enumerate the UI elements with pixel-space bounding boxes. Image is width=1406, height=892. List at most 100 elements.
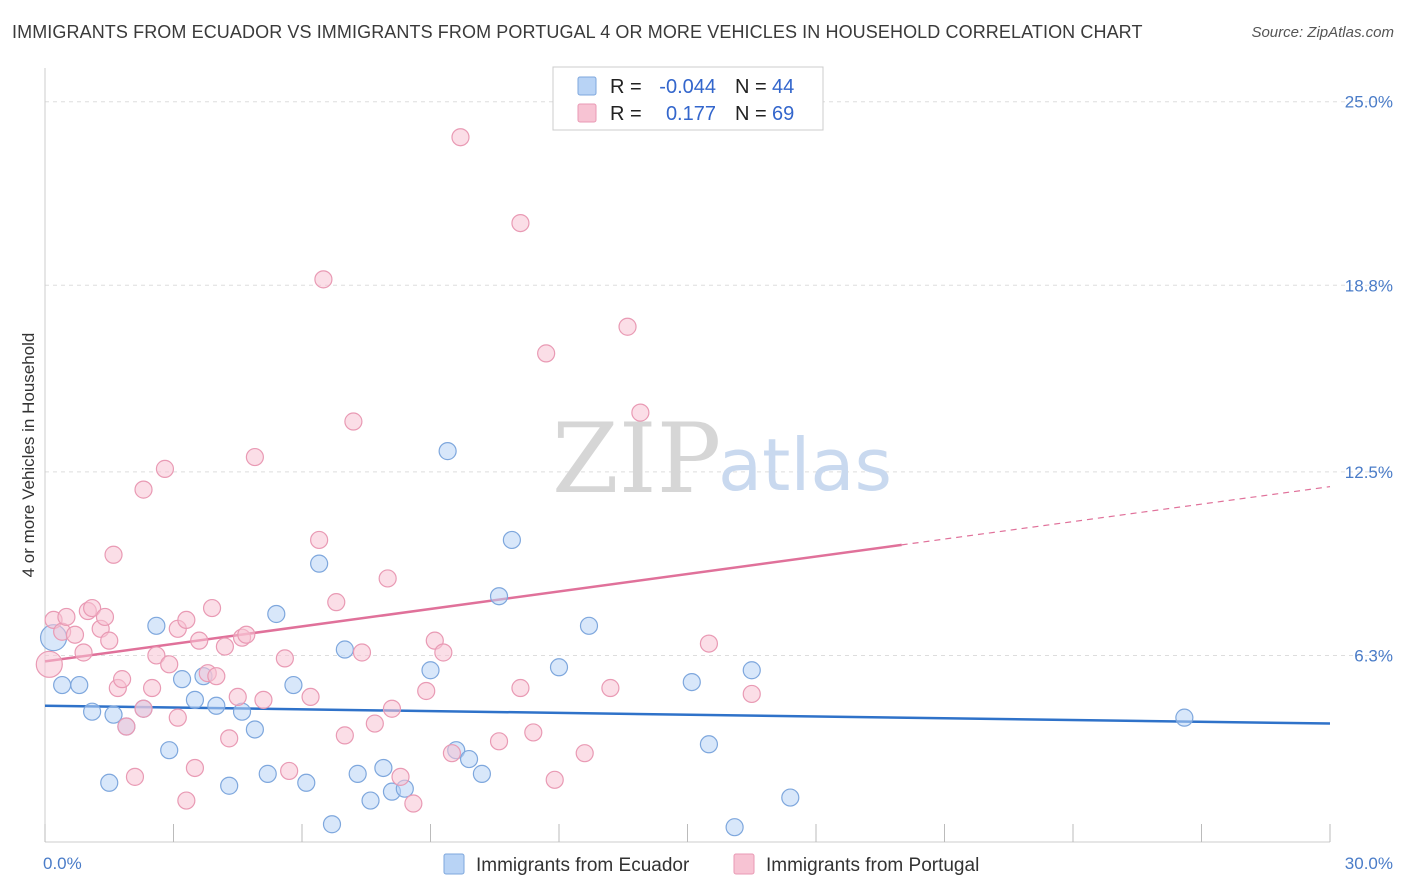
data-point	[489, 587, 509, 606]
data-point	[284, 675, 303, 695]
series-points-portugal	[35, 128, 761, 813]
data-point	[781, 788, 800, 807]
series-legend: Immigrants from Ecuador Immigrants from …	[443, 853, 979, 876]
correlation-legend: R = -0.044 N = 44 R = 0.177 N = 69	[552, 66, 824, 131]
data-point	[352, 643, 372, 662]
data-point	[434, 643, 453, 662]
data-point	[207, 667, 226, 686]
legend-n-value-ecuador: 44	[772, 76, 794, 98]
data-point	[155, 459, 175, 478]
data-point	[361, 791, 380, 810]
data-point	[348, 764, 367, 783]
data-point	[417, 681, 436, 701]
data-point	[168, 708, 187, 727]
data-point	[365, 714, 384, 733]
data-point	[185, 690, 205, 709]
data-point	[74, 643, 93, 662]
data-point	[280, 761, 299, 781]
data-point	[100, 631, 119, 650]
watermark-atlas: atlas	[718, 423, 892, 507]
data-point	[35, 650, 63, 678]
data-point	[1175, 708, 1194, 727]
data-point	[511, 678, 530, 698]
data-point	[134, 480, 153, 499]
data-point	[374, 758, 393, 778]
trend-line-extension-portugal	[901, 486, 1331, 546]
data-point	[100, 773, 119, 792]
x-tick-label-0: 0.0%	[43, 854, 82, 873]
data-point	[142, 678, 162, 698]
data-point	[245, 447, 264, 467]
legend-swatch-ecuador	[577, 76, 597, 96]
data-point	[207, 696, 226, 715]
data-point	[267, 604, 286, 624]
x-tick-labels: 0.0% 30.0%	[43, 854, 1393, 873]
data-point	[95, 607, 115, 627]
data-point	[160, 655, 179, 674]
legend-box	[552, 66, 824, 131]
data-point	[421, 661, 440, 680]
data-point	[83, 598, 102, 618]
data-point	[258, 764, 277, 783]
data-point	[742, 661, 761, 680]
data-point	[378, 569, 397, 588]
data-point	[382, 699, 402, 718]
data-point	[57, 607, 76, 627]
data-point	[391, 767, 410, 786]
chart-title: IMMIGRANTS FROM ECUADOR VS IMMIGRANTS FR…	[12, 22, 1143, 42]
series-legend-label-ecuador: Immigrants from Ecuador	[476, 855, 690, 876]
trend-lines	[44, 486, 1331, 725]
data-point	[125, 767, 145, 786]
data-point	[147, 616, 166, 635]
data-point	[699, 735, 719, 754]
data-point	[297, 773, 316, 792]
data-point	[202, 598, 222, 618]
watermark-zip: ZIP	[552, 403, 721, 515]
x-tick-label-1: 30.0%	[1345, 854, 1393, 873]
data-point	[327, 593, 346, 612]
data-points	[35, 128, 1194, 837]
data-point	[545, 770, 564, 789]
data-point	[699, 634, 719, 653]
data-point	[112, 670, 132, 689]
trend-line-portugal	[44, 543, 902, 663]
legend-r-label-ecuador: R =	[610, 76, 642, 98]
legend-r-value-ecuador: -0.044	[659, 76, 716, 98]
data-point	[228, 687, 247, 706]
data-point	[579, 616, 599, 635]
data-point	[511, 214, 530, 233]
legend-swatch-portugal	[577, 103, 597, 123]
data-point	[254, 690, 273, 709]
data-point	[459, 749, 479, 769]
data-point	[631, 403, 650, 422]
legend-r-value-portugal: 0.177	[666, 103, 716, 125]
series-legend-swatch-portugal	[733, 853, 755, 875]
data-point	[177, 610, 196, 630]
legend-n-label-portugal: N =	[735, 103, 767, 125]
data-point	[65, 625, 85, 644]
data-point	[245, 720, 264, 739]
data-point	[549, 658, 569, 677]
data-point	[489, 732, 509, 751]
data-point	[160, 741, 179, 760]
data-point	[172, 670, 192, 689]
data-point	[537, 344, 556, 363]
data-point	[404, 794, 423, 813]
legend-n-label-ecuador: N =	[735, 76, 767, 98]
data-point	[215, 637, 234, 656]
data-point	[104, 545, 123, 564]
data-point	[177, 791, 196, 810]
data-point	[322, 815, 342, 834]
data-point	[220, 776, 239, 795]
data-point	[742, 684, 761, 704]
y-tick-label-0: 6.3%	[1354, 646, 1393, 665]
data-point	[117, 717, 136, 736]
legend-r-label-portugal: R =	[610, 103, 642, 125]
data-point	[310, 530, 329, 550]
chart-source: Source: ZipAtlas.com	[1251, 24, 1394, 41]
data-point	[190, 631, 209, 650]
data-point	[618, 317, 637, 336]
data-point	[438, 442, 457, 461]
data-point	[310, 554, 329, 573]
